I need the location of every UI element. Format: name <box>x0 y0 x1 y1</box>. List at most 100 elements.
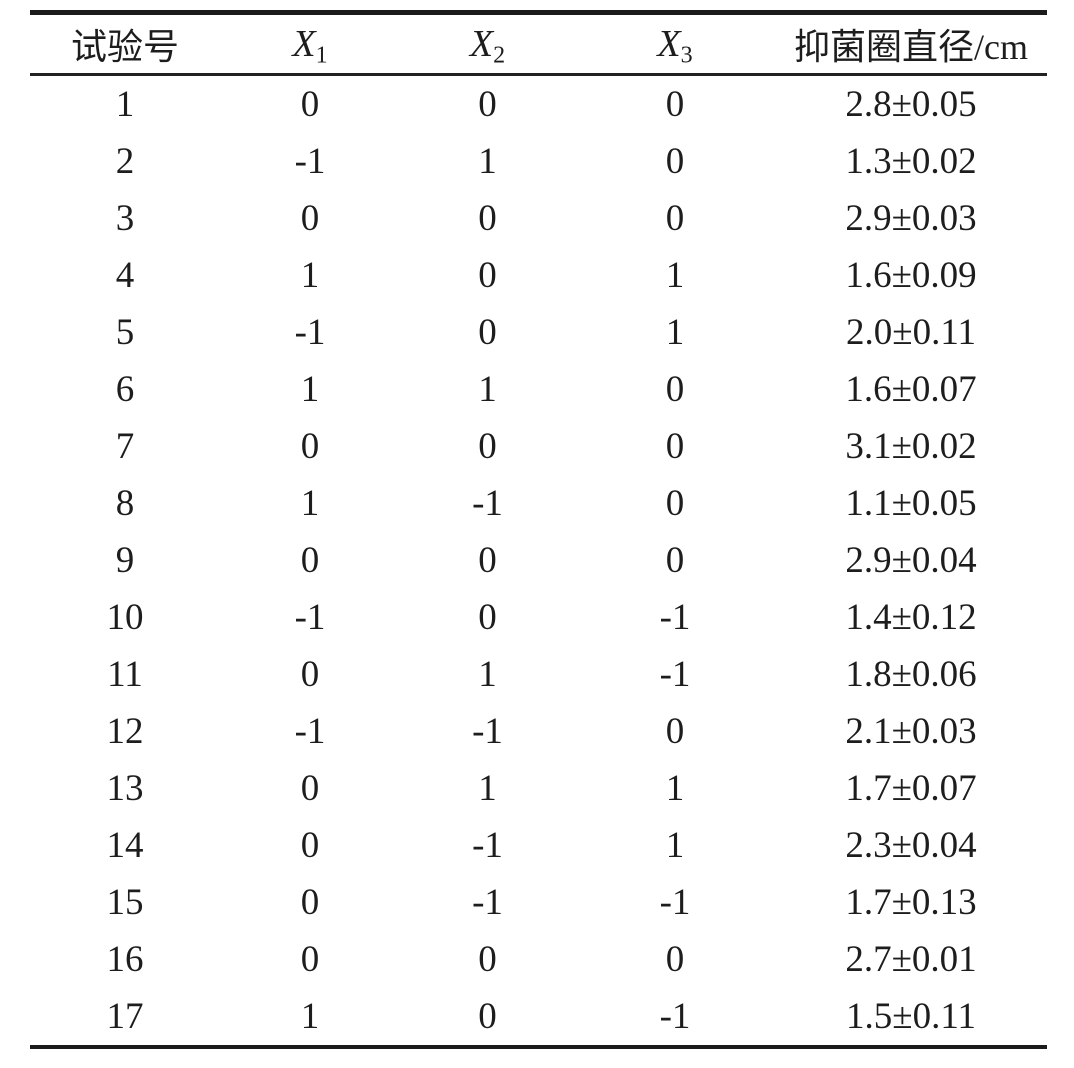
cell-diameter: 2.9±0.03 <box>845 198 977 239</box>
cell-run: 10 <box>106 597 144 638</box>
cell-run: 11 <box>107 654 143 695</box>
cell-x2: -1 <box>472 882 503 923</box>
cell-x3: 0 <box>665 84 685 125</box>
cell-x3: 0 <box>665 711 685 752</box>
cell-diameter: 1.4±0.12 <box>845 597 977 638</box>
cell-x3: 1 <box>665 825 685 866</box>
cell-x3: 0 <box>665 540 685 581</box>
table-row: 12 -1 -1 0 2.1±0.03 <box>30 703 1047 760</box>
cell-x2: 0 <box>478 312 497 353</box>
cell-run: 7 <box>115 426 135 467</box>
table-row: 15 0 -1 -1 1.7±0.13 <box>30 874 1047 931</box>
cell-x2: 1 <box>478 141 497 182</box>
cell-run: 12 <box>106 711 144 752</box>
cell-x1: 1 <box>300 369 320 410</box>
table-row: 1 0 0 0 2.8±0.05 <box>30 75 1047 134</box>
column-header-diameter: 抑菌圈直径/cm <box>794 27 1028 67</box>
experiment-design-table: 试验号 X1 X2 X3 抑菌圈直径/cm 1 0 0 0 2.8±0.05 2 -1 1 0 1.3±0… <box>30 10 1047 1049</box>
cell-x2: 0 <box>478 597 497 638</box>
cell-x1: 0 <box>300 540 320 581</box>
table-row: 3 0 0 0 2.9±0.03 <box>30 190 1047 247</box>
table-row: 17 1 0 -1 1.5±0.11 <box>30 988 1047 1047</box>
cell-x2: 0 <box>478 939 497 980</box>
cell-run: 14 <box>106 825 144 866</box>
cell-diameter: 2.0±0.11 <box>846 312 976 353</box>
cell-x1: 0 <box>300 426 320 467</box>
cell-diameter: 1.6±0.09 <box>845 255 977 296</box>
cell-x1: 0 <box>300 768 320 809</box>
table-row: 13 0 1 1 1.7±0.07 <box>30 760 1047 817</box>
header-symbol: X <box>469 23 494 65</box>
cell-x1: 0 <box>300 939 320 980</box>
cell-diameter: 1.5±0.11 <box>846 996 976 1037</box>
cell-run: 9 <box>115 540 135 581</box>
cell-diameter: 2.7±0.01 <box>845 939 977 980</box>
table-header: 试验号 X1 X2 X3 抑菌圈直径/cm <box>30 13 1047 75</box>
cell-diameter: 1.8±0.06 <box>845 654 977 695</box>
cell-x2: 0 <box>478 84 497 125</box>
header-subscript: 2 <box>493 42 506 69</box>
cell-x3: 0 <box>665 939 685 980</box>
cell-x2: -1 <box>472 483 503 524</box>
table-row: 2 -1 1 0 1.3±0.02 <box>30 133 1047 190</box>
cell-x3: 0 <box>665 369 685 410</box>
cell-diameter: 1.7±0.07 <box>845 768 977 809</box>
cell-x1: 0 <box>300 825 320 866</box>
cell-x2: 0 <box>478 426 497 467</box>
table-row: 8 1 -1 0 1.1±0.05 <box>30 475 1047 532</box>
cell-run: 6 <box>115 369 135 410</box>
cell-x1: 0 <box>300 882 320 923</box>
cell-x3: 0 <box>665 426 685 467</box>
cell-diameter: 2.3±0.04 <box>845 825 977 866</box>
cell-x1: 1 <box>300 255 320 296</box>
table-header-row: 试验号 X1 X2 X3 抑菌圈直径/cm <box>30 13 1047 75</box>
table-row: 10 -1 0 -1 1.4±0.12 <box>30 589 1047 646</box>
cell-x2: 1 <box>478 768 497 809</box>
column-header-x2: X2 <box>400 13 575 75</box>
cell-diameter: 1.7±0.13 <box>845 882 977 923</box>
cell-run: 16 <box>106 939 144 980</box>
header-symbol: X <box>657 23 681 65</box>
column-header-x1: X1 <box>220 13 400 75</box>
cell-run: 1 <box>115 84 135 125</box>
table-row: 4 1 0 1 1.6±0.09 <box>30 247 1047 304</box>
cell-x2: -1 <box>472 711 503 752</box>
table-row: 11 0 1 -1 1.8±0.06 <box>30 646 1047 703</box>
cell-diameter: 2.8±0.05 <box>845 84 977 125</box>
cell-x3: 1 <box>665 255 685 296</box>
cell-run: 3 <box>115 198 135 239</box>
cell-diameter: 2.1±0.03 <box>845 711 977 752</box>
cell-run: 13 <box>106 768 144 809</box>
cell-run: 5 <box>115 312 135 353</box>
cell-x3: 0 <box>665 141 685 182</box>
cell-x3: 1 <box>665 312 685 353</box>
cell-x3: 0 <box>665 483 685 524</box>
table-row: 7 0 0 0 3.1±0.02 <box>30 418 1047 475</box>
cell-x2: 0 <box>478 255 497 296</box>
cell-x2: 1 <box>478 654 497 695</box>
cell-run: 4 <box>115 255 135 296</box>
cell-x3: -1 <box>659 597 691 638</box>
cell-x3: 0 <box>665 198 685 239</box>
cell-x1: -1 <box>294 141 326 182</box>
cell-x1: 0 <box>300 84 320 125</box>
cell-x2: 0 <box>478 198 497 239</box>
cell-x3: -1 <box>659 654 691 695</box>
table-row: 14 0 -1 1 2.3±0.04 <box>30 817 1047 874</box>
column-header-run: 试验号 <box>70 27 179 67</box>
cell-x3: -1 <box>659 882 691 923</box>
cell-diameter: 1.6±0.07 <box>845 369 977 410</box>
cell-x3: -1 <box>659 996 691 1037</box>
cell-x1: -1 <box>294 597 326 638</box>
cell-x2: 0 <box>478 540 497 581</box>
cell-x1: -1 <box>294 312 326 353</box>
table-row: 6 1 1 0 1.6±0.07 <box>30 361 1047 418</box>
cell-run: 15 <box>106 882 144 923</box>
cell-x1: 1 <box>300 483 320 524</box>
cell-x2: 0 <box>478 996 497 1037</box>
cell-run: 17 <box>106 996 144 1037</box>
cell-run: 2 <box>115 141 135 182</box>
cell-x1: 0 <box>300 654 320 695</box>
cell-diameter: 2.9±0.04 <box>845 540 977 581</box>
cell-x2: -1 <box>472 825 503 866</box>
